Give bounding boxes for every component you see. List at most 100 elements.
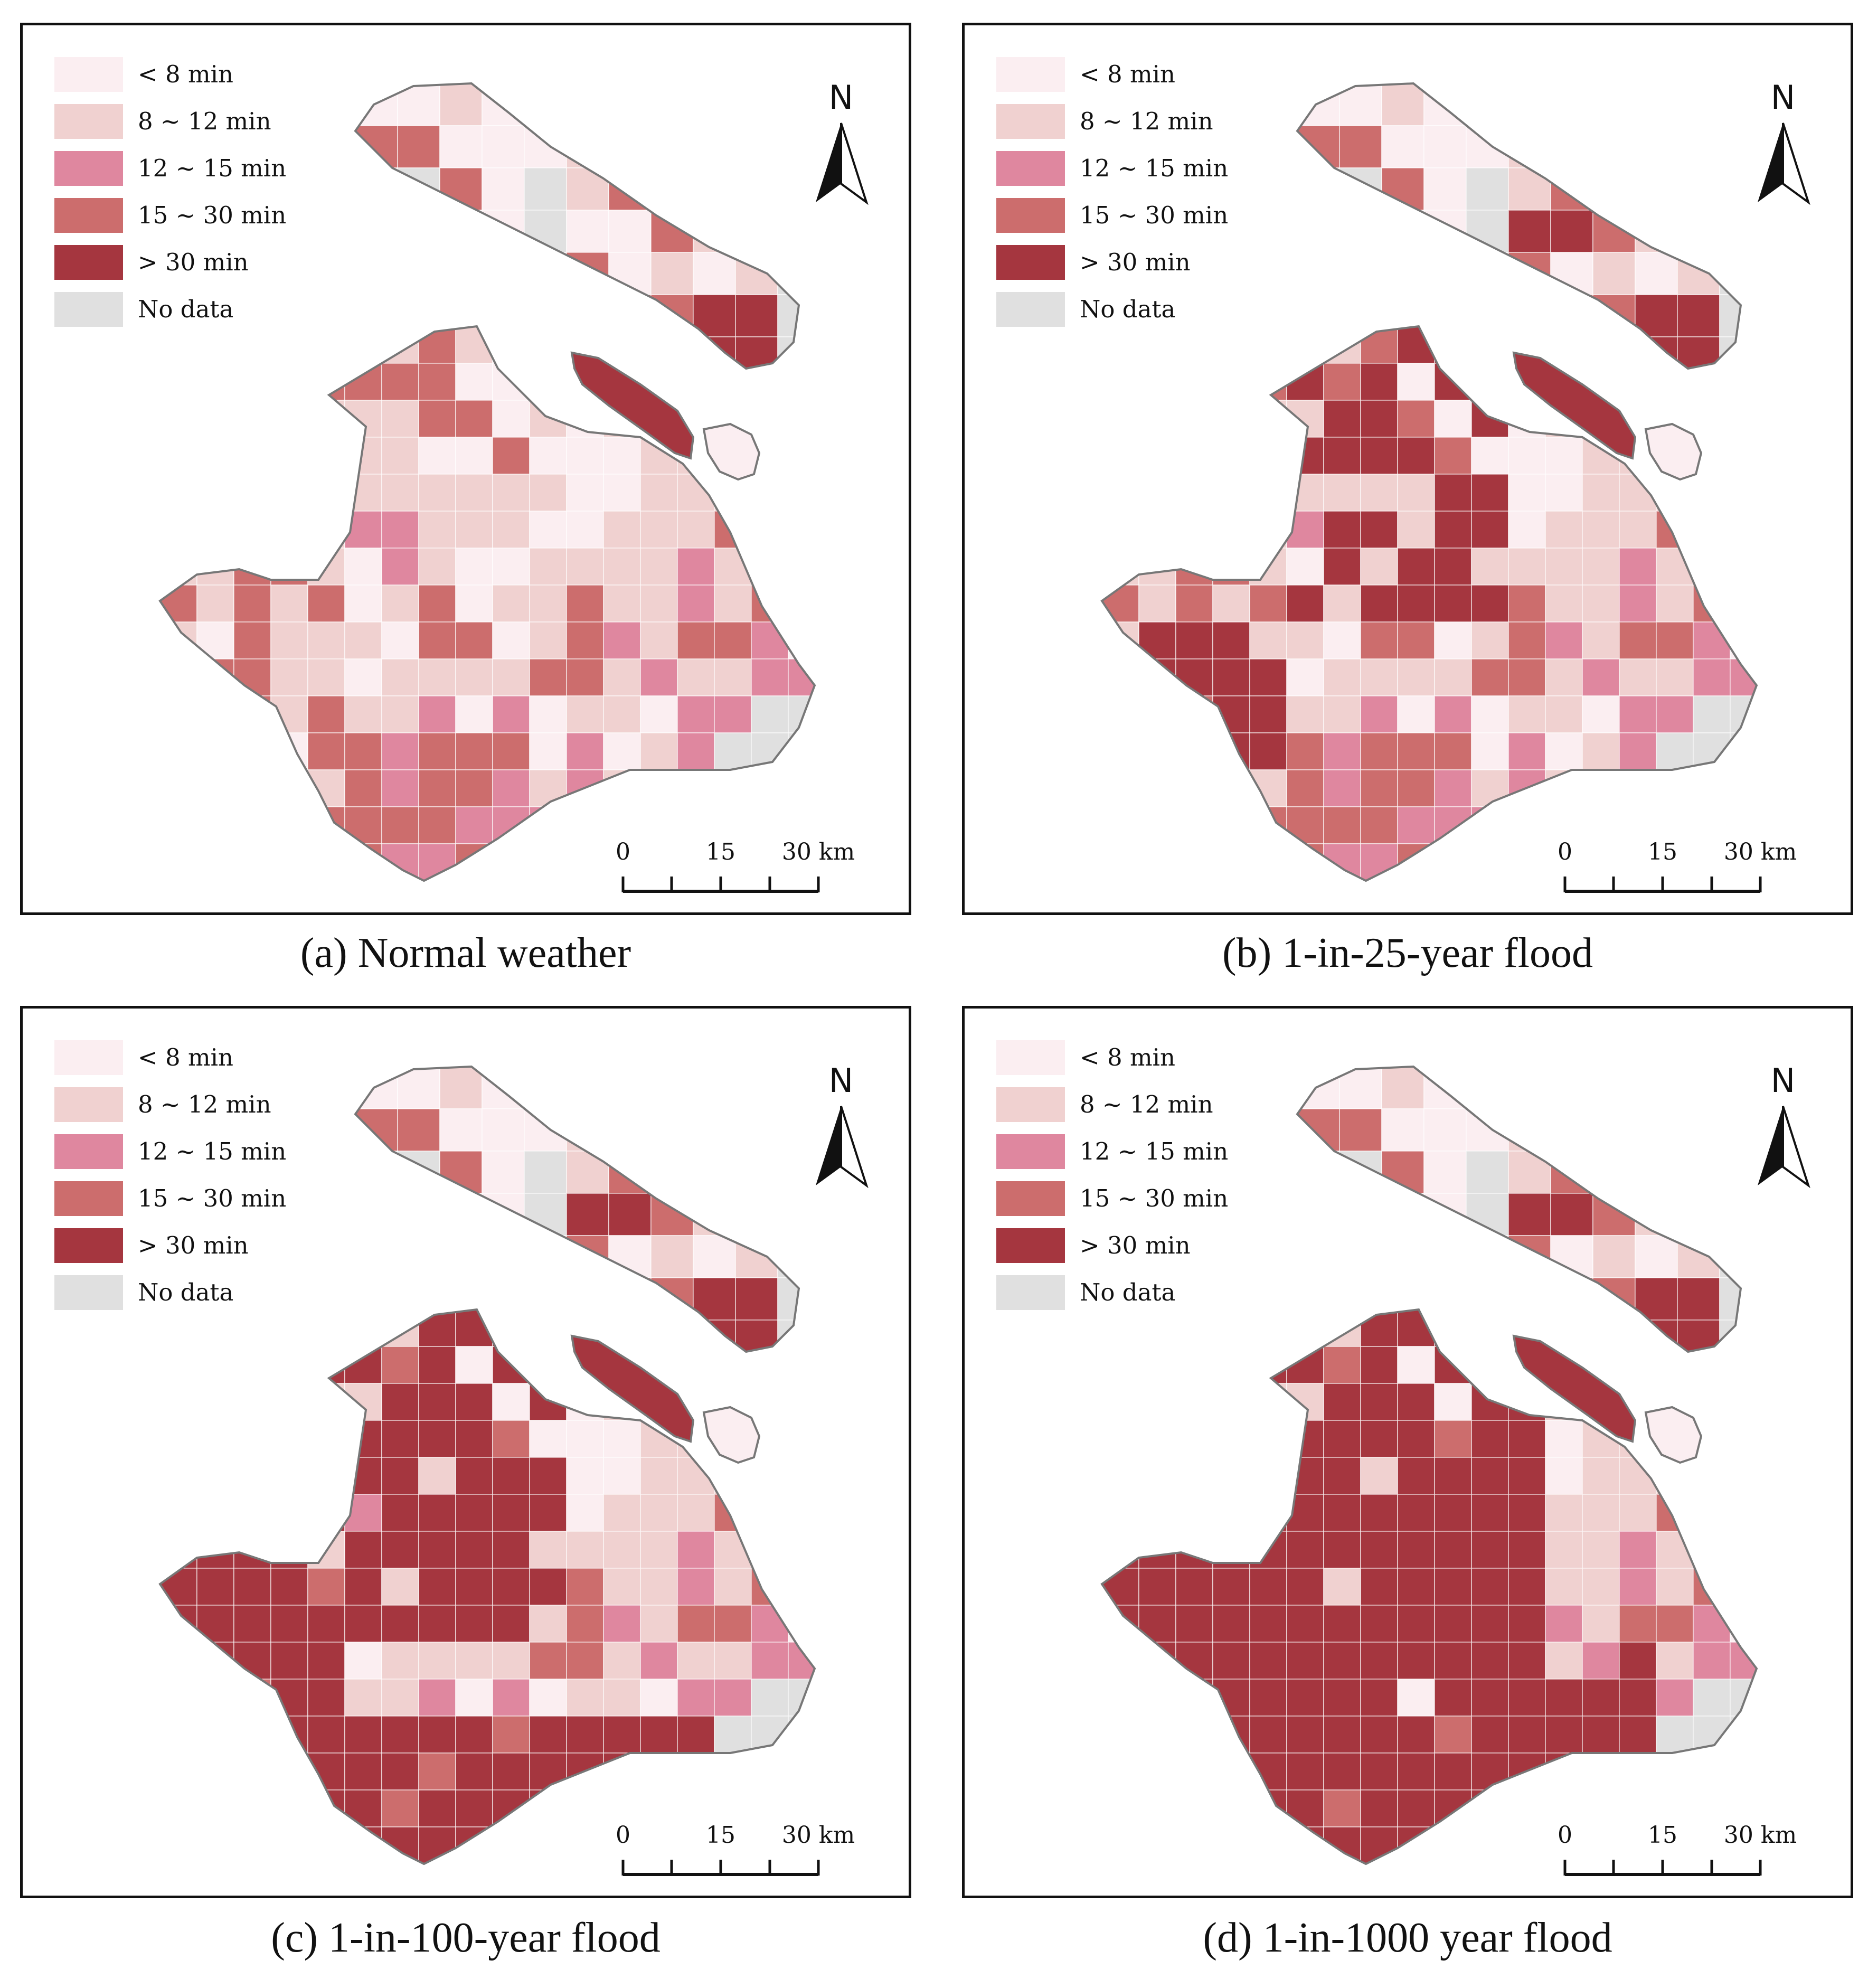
scale-tick-label: 15 xyxy=(706,838,735,865)
legend-swatch xyxy=(54,1134,123,1169)
changxing-island xyxy=(1512,1334,1637,1443)
scale-bar: 0 15 30 km xyxy=(1544,1822,1797,1880)
scale-bar: 0 15 30 km xyxy=(1544,838,1797,897)
scale-tick-label: 0 xyxy=(616,1822,630,1849)
legend-label: 12 ~ 15 min xyxy=(1080,1137,1229,1165)
legend-label: No data xyxy=(138,1278,234,1306)
legend-swatch xyxy=(54,1275,123,1310)
legend-swatch xyxy=(54,1087,123,1122)
legend-label: < 8 min xyxy=(138,60,233,88)
mainland-districts xyxy=(1100,1308,1758,1865)
hengsha-island xyxy=(702,422,761,481)
legend-label: 12 ~ 15 min xyxy=(138,1137,287,1165)
chongming-island xyxy=(1296,1065,1742,1353)
north-arrow-icon: N xyxy=(804,1061,878,1188)
map-a xyxy=(158,82,816,882)
north-label: N xyxy=(828,1061,854,1100)
legend-label: < 8 min xyxy=(1080,1043,1175,1071)
changxing-island xyxy=(570,351,695,460)
mainland-districts xyxy=(158,325,816,882)
hengsha-island xyxy=(1644,422,1703,481)
legend-swatch xyxy=(996,198,1065,233)
scale-tick-label: 30 km xyxy=(1723,1822,1797,1849)
legend-swatch xyxy=(54,104,123,139)
legend-label: > 30 min xyxy=(1080,1231,1191,1259)
north-arrow-icon: N xyxy=(1746,1061,1820,1188)
legend-swatch xyxy=(996,104,1065,139)
map-panel-b: < 8 min 8 ~ 12 min 12 ~ 15 min 15 ~ 30 min >… xyxy=(962,23,1853,915)
legend-swatch xyxy=(996,1134,1065,1169)
legend-label: No data xyxy=(138,295,234,323)
legend-swatch xyxy=(996,1087,1065,1122)
mainland-districts xyxy=(1100,325,1758,882)
legend-swatch xyxy=(996,1228,1065,1263)
map-c xyxy=(158,1065,816,1865)
panel-caption-a: (a) Normal weather xyxy=(300,930,631,976)
legend-swatch xyxy=(996,245,1065,280)
legend-label: 8 ~ 12 min xyxy=(138,107,271,135)
legend-label: 8 ~ 12 min xyxy=(1080,107,1213,135)
legend-swatch xyxy=(54,151,123,186)
scale-tick-label: 0 xyxy=(1558,1822,1572,1849)
legend-swatch xyxy=(996,57,1065,92)
map-d xyxy=(1100,1065,1758,1865)
hengsha-island xyxy=(1644,1406,1703,1464)
scale-tick-label: 30 km xyxy=(1723,838,1797,865)
legend-swatch xyxy=(54,57,123,92)
scale-tick-label: 15 xyxy=(1648,838,1677,865)
legend-label: < 8 min xyxy=(138,1043,233,1071)
legend-label: No data xyxy=(1080,1278,1176,1306)
legend-label: 8 ~ 12 min xyxy=(1080,1090,1213,1118)
legend-label: No data xyxy=(1080,295,1176,323)
legend-label: > 30 min xyxy=(1080,248,1191,276)
map-b xyxy=(1100,82,1758,882)
legend-label: 8 ~ 12 min xyxy=(138,1090,271,1118)
north-arrow-icon: N xyxy=(804,78,878,205)
legend-swatch xyxy=(996,151,1065,186)
panel-caption-b: (b) 1-in-25-year flood xyxy=(1222,930,1593,976)
chongming-island xyxy=(354,1065,800,1353)
legend-swatch xyxy=(996,1040,1065,1075)
legend-label: 12 ~ 15 min xyxy=(1080,154,1229,182)
map-panel-c: < 8 min 8 ~ 12 min 12 ~ 15 min 15 ~ 30 min >… xyxy=(20,1006,911,1898)
legend-label: 12 ~ 15 min xyxy=(138,154,287,182)
legend-label: 15 ~ 30 min xyxy=(138,1184,287,1212)
legend-swatch xyxy=(54,292,123,327)
legend-swatch xyxy=(54,1228,123,1263)
legend-swatch xyxy=(54,1040,123,1075)
legend-label: < 8 min xyxy=(1080,60,1175,88)
hengsha-island xyxy=(702,1406,761,1464)
north-arrow-icon: N xyxy=(1746,78,1820,205)
legend-swatch xyxy=(996,1181,1065,1216)
legend-label: 15 ~ 30 min xyxy=(1080,201,1229,229)
chongming-island xyxy=(354,82,800,370)
north-label: N xyxy=(1770,1061,1796,1100)
map-panel-a: < 8 min 8 ~ 12 min 12 ~ 15 min 15 ~ 30 min >… xyxy=(20,23,911,915)
chongming-island xyxy=(1296,82,1742,370)
legend-swatch xyxy=(996,1275,1065,1310)
legend-swatch xyxy=(54,245,123,280)
scale-tick-label: 0 xyxy=(616,838,630,865)
mainland-districts xyxy=(158,1308,816,1865)
panel-caption-c: (c) 1-in-100-year flood xyxy=(271,1915,661,1961)
map-panel-d: < 8 min 8 ~ 12 min 12 ~ 15 min 15 ~ 30 min >… xyxy=(962,1006,1853,1898)
legend-label: > 30 min xyxy=(138,1231,249,1259)
scale-tick-label: 30 km xyxy=(781,838,855,865)
scale-tick-label: 15 xyxy=(1648,1822,1677,1849)
legend-label: 15 ~ 30 min xyxy=(1080,1184,1229,1212)
north-label: N xyxy=(828,78,854,117)
legend-label: > 30 min xyxy=(138,248,249,276)
north-label: N xyxy=(1770,78,1796,117)
changxing-island xyxy=(1512,351,1637,460)
changxing-island xyxy=(570,1334,695,1443)
scale-tick-label: 30 km xyxy=(781,1822,855,1849)
scale-bar: 0 15 30 km xyxy=(602,838,855,897)
legend-swatch xyxy=(996,292,1065,327)
legend-swatch xyxy=(54,198,123,233)
panel-caption-d: (d) 1-in-1000 year flood xyxy=(1203,1915,1612,1961)
scale-tick-label: 0 xyxy=(1558,838,1572,865)
legend-swatch xyxy=(54,1181,123,1216)
scale-tick-label: 15 xyxy=(706,1822,735,1849)
scale-bar: 0 15 30 km xyxy=(602,1822,855,1880)
legend-label: 15 ~ 30 min xyxy=(138,201,287,229)
